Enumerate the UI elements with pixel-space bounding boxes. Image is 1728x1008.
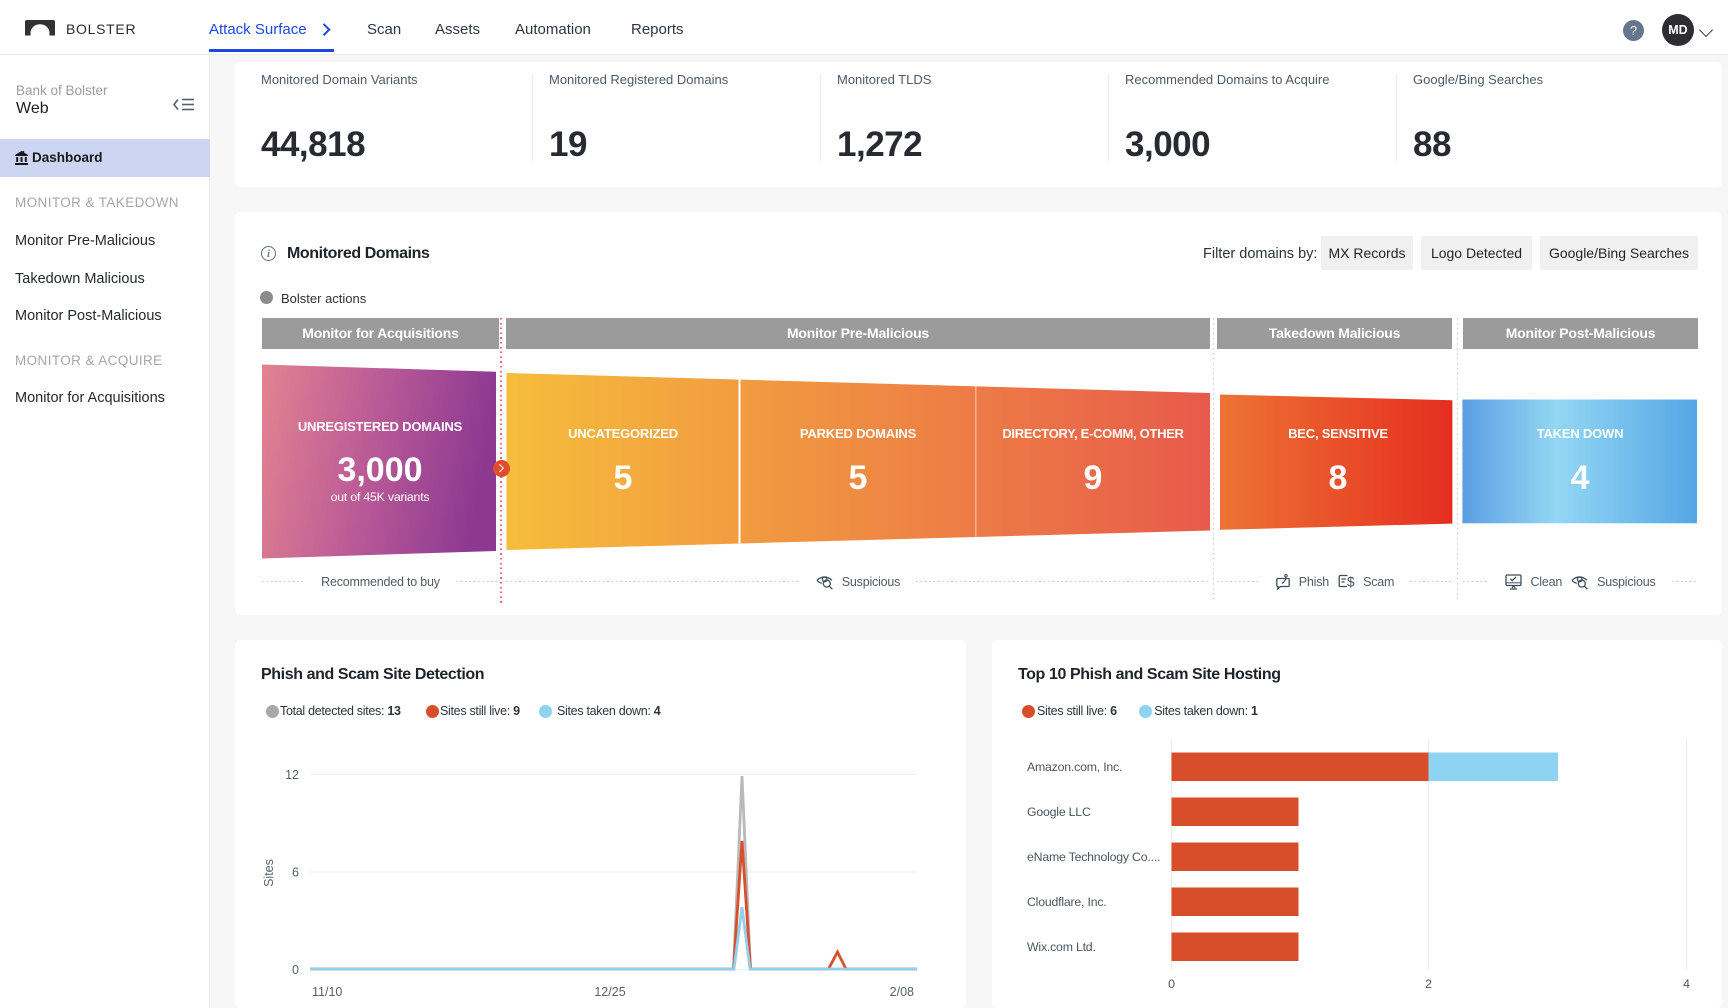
svg-text:UNCATEGORIZED: UNCATEGORIZED bbox=[568, 426, 678, 441]
svg-text:4: 4 bbox=[1683, 977, 1690, 991]
svg-text:DIRECTORY, E-COMM, OTHER: DIRECTORY, E-COMM, OTHER bbox=[1002, 426, 1184, 441]
svg-text:Amazon.com, Inc.: Amazon.com, Inc. bbox=[1027, 760, 1122, 774]
svg-text:Google LLC: Google LLC bbox=[1027, 805, 1091, 819]
svg-text:12: 12 bbox=[285, 768, 299, 782]
svg-text:6: 6 bbox=[292, 866, 299, 880]
svg-text:$: $ bbox=[1347, 575, 1355, 590]
svg-text:Sites: Sites bbox=[262, 859, 276, 887]
svg-text:11/10: 11/10 bbox=[312, 985, 342, 999]
svg-text:9: 9 bbox=[1084, 459, 1103, 497]
svg-text:BEC, SENSITIVE: BEC, SENSITIVE bbox=[1288, 426, 1388, 441]
svg-text:0: 0 bbox=[1168, 977, 1175, 991]
svg-text:Cloudflare, Inc.: Cloudflare, Inc. bbox=[1027, 895, 1107, 909]
svg-text:0: 0 bbox=[292, 963, 299, 977]
svg-text:UNREGISTERED DOMAINS: UNREGISTERED DOMAINS bbox=[298, 419, 463, 434]
svg-text:3,000: 3,000 bbox=[337, 451, 422, 489]
svg-text:12/25: 12/25 bbox=[594, 985, 625, 999]
svg-text:2: 2 bbox=[1425, 977, 1432, 991]
svg-text:out of 45K variants: out of 45K variants bbox=[331, 490, 430, 504]
svg-text:2/08: 2/08 bbox=[890, 985, 914, 999]
svg-text:Wix.com Ltd.: Wix.com Ltd. bbox=[1027, 940, 1096, 954]
svg-text:5: 5 bbox=[614, 459, 633, 497]
svg-text:4: 4 bbox=[1571, 459, 1590, 497]
svg-text:eName Technology Co....: eName Technology Co.... bbox=[1027, 850, 1160, 864]
svg-text:TAKEN DOWN: TAKEN DOWN bbox=[1537, 426, 1624, 441]
svg-text:PARKED DOMAINS: PARKED DOMAINS bbox=[800, 426, 917, 441]
svg-text:8: 8 bbox=[1329, 459, 1348, 497]
svg-text:5: 5 bbox=[849, 459, 868, 497]
